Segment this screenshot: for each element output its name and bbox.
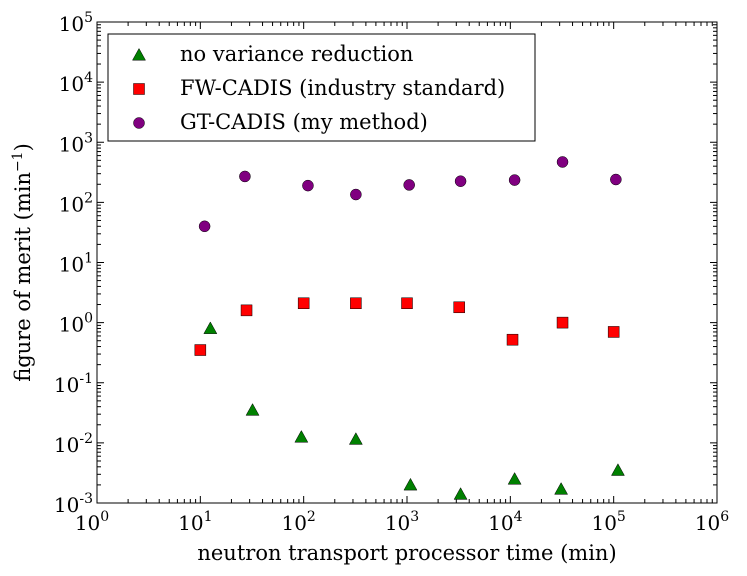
x-tick-label: 104 xyxy=(488,509,522,535)
data-markers xyxy=(194,156,625,500)
axis-tick-labels: 100 101 102 103 104 105 106 10-3 10-2 10-1 100 101 1… xyxy=(54,10,729,535)
triangle-data-point xyxy=(453,487,468,500)
y-tick-label: 100 xyxy=(59,311,93,337)
square-data-point xyxy=(350,297,362,310)
x-tick-label: 100 xyxy=(75,509,109,535)
triangle-data-point xyxy=(203,321,218,334)
triangle-data-point xyxy=(245,403,260,416)
legend-label: GT-CADIS (my method) xyxy=(180,110,428,134)
circle-data-point xyxy=(610,173,622,186)
circle-data-point xyxy=(239,170,251,183)
x-tick-label: 106 xyxy=(695,509,729,535)
circle-data-point xyxy=(556,156,569,168)
square-data-point xyxy=(194,344,207,356)
triangle-data-point xyxy=(294,430,309,443)
triangle-data-point xyxy=(507,472,522,485)
y-tick-label: 10-2 xyxy=(54,431,93,457)
triangle-data-point xyxy=(554,482,569,495)
circle-data-point xyxy=(302,179,314,192)
y-tick-label: 10-3 xyxy=(54,491,93,517)
legend-box xyxy=(107,33,536,142)
triangle-data-point xyxy=(611,463,625,476)
legend-label: FW-CADIS (industry standard) xyxy=(180,76,505,100)
square-data-point xyxy=(453,301,465,314)
y-axis-label-main: figure of merit (min xyxy=(11,172,35,382)
circle-data-point xyxy=(403,179,415,191)
y-axis-label: figure of merit (min−1) xyxy=(10,143,35,382)
square-data-point xyxy=(297,297,310,310)
legend: no variance reduction FW-CADIS (industry … xyxy=(107,33,536,142)
x-tick-label: 101 xyxy=(178,509,212,535)
x-axis-label: neutron transport processor time (min) xyxy=(197,541,616,565)
plot-frame xyxy=(96,21,718,504)
square-data-point xyxy=(240,304,253,317)
y-axis-label-close: ) xyxy=(11,143,35,151)
circle-data-point xyxy=(508,174,521,186)
y-tick-label: 104 xyxy=(59,70,93,96)
y-tick-label: 105 xyxy=(59,10,93,36)
square-data-point xyxy=(607,326,620,338)
y-tick-label: 10-1 xyxy=(54,371,93,397)
legend-triangle-marker xyxy=(132,47,146,61)
x-tick-label: 103 xyxy=(385,509,419,535)
circle-data-point xyxy=(198,220,211,233)
y-tick-label: 102 xyxy=(59,190,93,216)
x-tick-label: 102 xyxy=(281,509,315,535)
axis-ticks xyxy=(96,21,718,504)
legend-square-marker xyxy=(133,83,145,95)
triangle-data-point xyxy=(403,477,418,491)
circle-data-point xyxy=(454,175,467,187)
circle-data-point xyxy=(350,188,362,201)
legend-circle-marker xyxy=(133,117,145,129)
y-tick-label: 101 xyxy=(59,251,93,277)
y-tick-label: 103 xyxy=(59,130,93,156)
square-data-point xyxy=(401,297,413,310)
y-axis-label-exponent: −1 xyxy=(10,151,26,172)
square-data-point xyxy=(556,316,569,329)
square-data-point xyxy=(506,333,519,346)
legend-label: no variance reduction xyxy=(180,42,413,66)
triangle-data-point xyxy=(348,432,363,445)
x-tick-label: 105 xyxy=(591,509,625,535)
